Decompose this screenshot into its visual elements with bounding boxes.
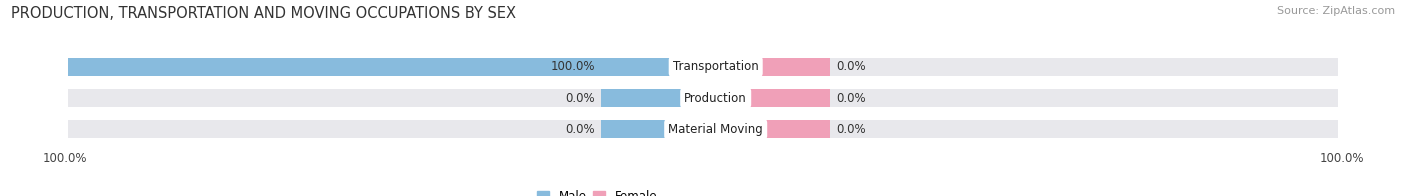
- Bar: [67, 58, 703, 76]
- Bar: [602, 58, 703, 76]
- Text: Transportation: Transportation: [673, 60, 759, 73]
- Bar: [703, 89, 830, 107]
- Legend: Male, Female: Male, Female: [533, 185, 662, 196]
- Bar: [602, 120, 703, 138]
- Bar: [703, 58, 830, 76]
- Text: Material Moving: Material Moving: [668, 123, 763, 136]
- Bar: [67, 89, 1339, 107]
- Text: 0.0%: 0.0%: [837, 92, 866, 104]
- Text: 0.0%: 0.0%: [837, 123, 866, 136]
- Bar: [67, 58, 1339, 76]
- Text: Production: Production: [685, 92, 747, 104]
- Bar: [67, 120, 1339, 138]
- Text: 100.0%: 100.0%: [1319, 152, 1364, 165]
- Text: 0.0%: 0.0%: [565, 123, 595, 136]
- Text: PRODUCTION, TRANSPORTATION AND MOVING OCCUPATIONS BY SEX: PRODUCTION, TRANSPORTATION AND MOVING OC…: [11, 6, 516, 21]
- Text: 100.0%: 100.0%: [42, 152, 87, 165]
- Text: 0.0%: 0.0%: [837, 60, 866, 73]
- Bar: [602, 89, 703, 107]
- Bar: [703, 120, 830, 138]
- Text: Source: ZipAtlas.com: Source: ZipAtlas.com: [1277, 6, 1395, 16]
- Text: 100.0%: 100.0%: [551, 60, 595, 73]
- Text: 0.0%: 0.0%: [565, 92, 595, 104]
